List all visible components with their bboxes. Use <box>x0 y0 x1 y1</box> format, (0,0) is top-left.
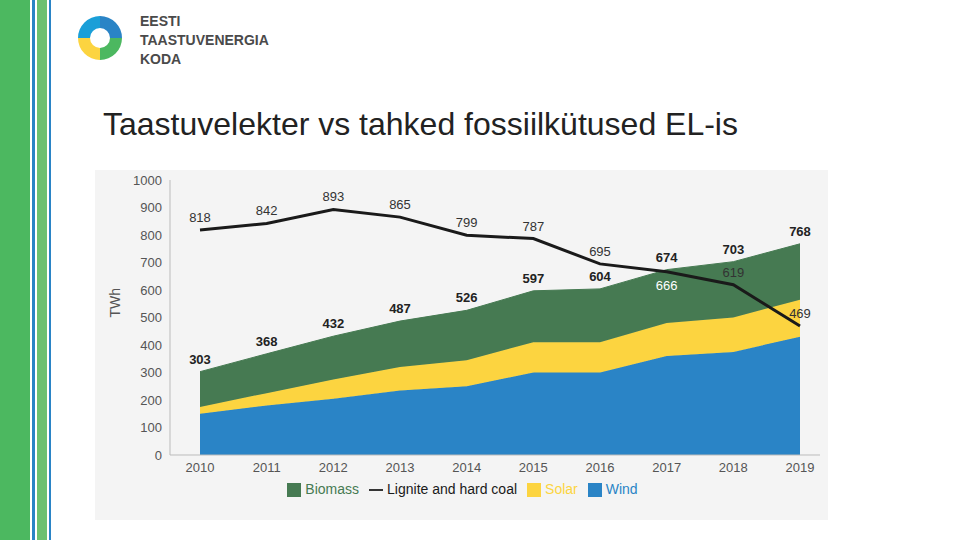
svg-text:700: 700 <box>140 255 162 270</box>
svg-text:2017: 2017 <box>652 460 681 475</box>
svg-text:842: 842 <box>256 203 278 218</box>
svg-text:768: 768 <box>789 224 811 239</box>
svg-text:2013: 2013 <box>386 460 415 475</box>
svg-text:666: 666 <box>656 278 678 293</box>
html-text:Biomass: Biomass <box>305 481 359 497</box>
svg-text:469: 469 <box>789 306 811 321</box>
svg-text:893: 893 <box>322 189 344 204</box>
svg-text:2012: 2012 <box>319 460 348 475</box>
svg-text:2014: 2014 <box>452 460 481 475</box>
svg-text:TWh: TWh <box>107 288 123 318</box>
svg-text:300: 300 <box>140 365 162 380</box>
svg-text:368: 368 <box>256 334 278 349</box>
svg-text:526: 526 <box>456 290 478 305</box>
svg-text:400: 400 <box>140 338 162 353</box>
svg-text:200: 200 <box>140 393 162 408</box>
svg-text:674: 674 <box>656 250 678 265</box>
svg-text:600: 600 <box>140 283 162 298</box>
html-text:Wind: Wind <box>605 481 638 497</box>
svg-text:1000: 1000 <box>133 173 162 188</box>
svg-text:0: 0 <box>155 448 162 463</box>
html-text:Lignite and hard coal: Lignite and hard coal <box>387 481 517 497</box>
svg-text:303: 303 <box>189 352 211 367</box>
svg-text:597: 597 <box>522 271 544 286</box>
svg-text:2019: 2019 <box>786 460 815 475</box>
svg-text:695: 695 <box>589 244 611 259</box>
svg-text:2018: 2018 <box>719 460 748 475</box>
svg-text:604: 604 <box>589 269 611 284</box>
svg-text:2016: 2016 <box>586 460 615 475</box>
html-text:TAASTUVENERGIA: TAASTUVENERGIA <box>140 32 269 48</box>
html-text:EESTI: EESTI <box>140 13 181 29</box>
svg-text:432: 432 <box>322 316 344 331</box>
svg-text:487: 487 <box>389 301 411 316</box>
svg-text:865: 865 <box>389 197 411 212</box>
svg-text:799: 799 <box>456 215 478 230</box>
html-text:Solar: Solar <box>545 481 578 497</box>
svg-text:787: 787 <box>522 219 544 234</box>
svg-text:900: 900 <box>140 200 162 215</box>
svg-text:500: 500 <box>140 310 162 325</box>
svg-text:800: 800 <box>140 228 162 243</box>
svg-text:2010: 2010 <box>186 460 215 475</box>
html-text:KODA: KODA <box>140 51 182 67</box>
svg-text:818: 818 <box>189 210 211 225</box>
svg-text:100: 100 <box>140 420 162 435</box>
svg-text:2015: 2015 <box>519 460 548 475</box>
svg-text:703: 703 <box>722 242 744 257</box>
svg-text:2011: 2011 <box>253 460 281 475</box>
html-text:Taastuvelekter vs tahked fossi: Taastuvelekter vs tahked fossiilkütused … <box>103 106 738 142</box>
svg-text:619: 619 <box>722 265 744 280</box>
